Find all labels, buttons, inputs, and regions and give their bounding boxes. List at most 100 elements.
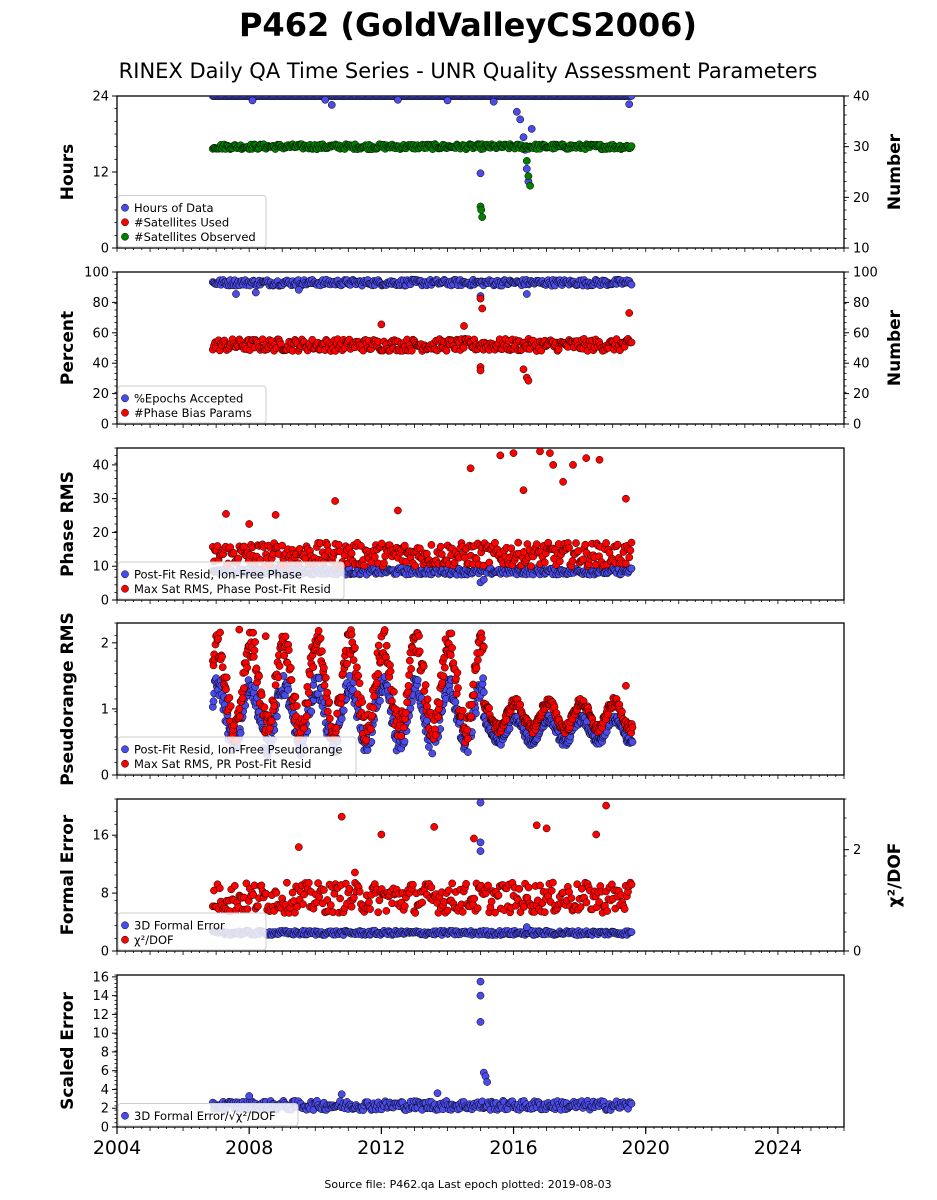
legend-label: Post-Fit Resid, Ion-Free Pseudorange: [134, 742, 342, 756]
outlier-point: [271, 511, 280, 519]
legend-label: #Satellites Used: [134, 215, 229, 229]
data-point: [360, 561, 369, 570]
data-point: [304, 688, 313, 697]
data-point: [582, 898, 591, 907]
data-point: [390, 687, 398, 696]
legend-marker: [121, 745, 129, 754]
data-point: [278, 541, 287, 550]
legend-label: Max Sat RMS, PR Post-Fit Resid: [134, 757, 311, 771]
y-tick-label: 0: [101, 769, 109, 784]
data-point: [222, 673, 231, 682]
outlier-point: [522, 923, 531, 931]
data-point: [347, 902, 356, 911]
data-point: [427, 541, 436, 549]
marks-percent: [208, 275, 636, 385]
data-point: [316, 634, 325, 643]
series-hours-0: [208, 96, 636, 186]
data-point: [470, 691, 478, 699]
data-point: [572, 539, 580, 547]
outlier-point: [476, 169, 485, 178]
data-point: [602, 539, 610, 547]
data-point: [325, 714, 334, 723]
data-point: [458, 706, 467, 715]
data-point: [343, 659, 351, 668]
data-point: [479, 688, 488, 697]
y2-tick-label: 100: [853, 266, 878, 281]
data-point: [532, 540, 541, 549]
data-point: [209, 697, 218, 706]
data-point: [527, 562, 535, 571]
data-point: [274, 673, 283, 682]
legend-pseudorange-rms: Post-Fit Resid, Ion-Free PseudorangeMax …: [117, 736, 357, 775]
outlier-point: [496, 451, 505, 460]
data-point: [627, 338, 636, 347]
outlier-point: [477, 206, 486, 214]
data-point: [407, 346, 416, 355]
data-point: [547, 886, 556, 895]
outlier-point: [522, 157, 531, 165]
data-point: [222, 685, 230, 694]
outlier-point: [476, 838, 485, 847]
outlier-point: [602, 801, 610, 810]
outlier-point: [549, 461, 558, 469]
series-phase-rms-1: [208, 448, 636, 571]
outlier-point: [509, 449, 518, 457]
y-tick-label: 40: [92, 357, 109, 372]
data-point: [291, 692, 300, 701]
data-point: [463, 725, 472, 734]
data-point: [254, 902, 262, 910]
data-point: [257, 691, 266, 699]
data-point: [524, 883, 533, 892]
data-point: [320, 886, 328, 894]
outlier-point: [522, 164, 531, 173]
y2-tick-label: 80: [853, 296, 870, 311]
data-point: [235, 704, 244, 713]
data-point: [229, 549, 238, 557]
data-point: [337, 693, 346, 702]
y-axis-label: Phase RMS: [58, 471, 78, 577]
data-point: [568, 557, 577, 565]
outlier-point: [351, 868, 359, 877]
outlier-point: [232, 290, 240, 298]
outlier-point: [516, 115, 525, 124]
data-point: [218, 652, 226, 661]
data-point: [468, 700, 476, 709]
data-point: [411, 909, 420, 917]
outlier-point: [512, 107, 521, 116]
data-point: [481, 889, 490, 898]
data-point: [427, 883, 436, 892]
data-point: [549, 878, 557, 887]
outlier-point: [519, 133, 528, 142]
y2-tick-label: 0: [853, 945, 861, 960]
y2-tick-label: 2: [853, 843, 861, 858]
data-point: [400, 902, 409, 910]
data-point: [270, 702, 279, 710]
y-tick-label: 1: [101, 702, 109, 717]
data-point: [446, 651, 455, 660]
outlier-point: [245, 520, 254, 528]
data-point: [628, 723, 637, 732]
data-point: [336, 894, 344, 903]
data-point: [333, 709, 341, 718]
data-point: [415, 647, 424, 656]
data-point: [335, 540, 343, 549]
data-point: [267, 717, 276, 726]
data-point: [325, 698, 334, 707]
outlier-point: [321, 96, 330, 104]
y-tick-label: 20: [92, 526, 109, 541]
data-point: [407, 665, 415, 673]
data-point: [409, 880, 417, 889]
y-axis-label: Pseudorange RMS: [58, 612, 78, 786]
y-tick-label: 0: [101, 418, 109, 433]
data-point: [434, 713, 443, 721]
outlier-point: [559, 477, 567, 486]
y-tick-label: 40: [92, 458, 109, 473]
data-point: [370, 553, 379, 561]
marks-hours: [208, 96, 636, 221]
data-point: [470, 894, 479, 903]
data-point: [464, 734, 472, 743]
data-point: [321, 673, 330, 682]
outlier-point: [546, 449, 554, 457]
outlier-point: [443, 96, 452, 105]
